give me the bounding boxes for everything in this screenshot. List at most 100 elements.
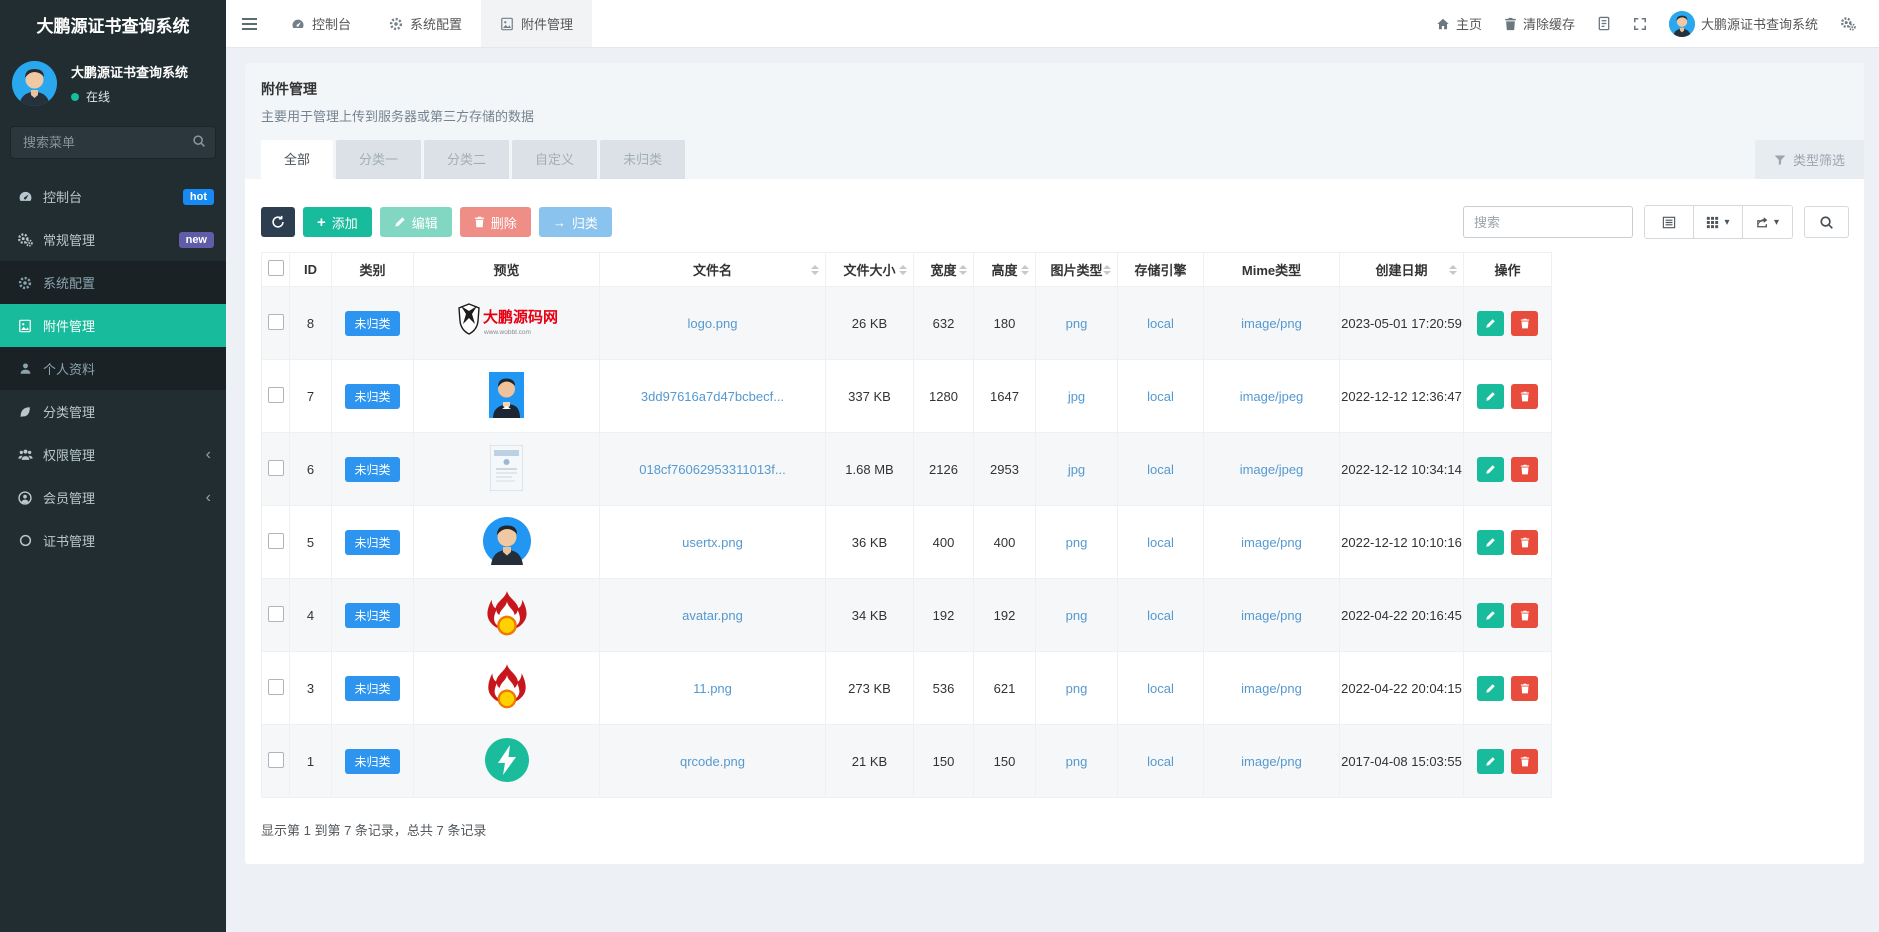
row-delete-button[interactable] [1511, 748, 1539, 774]
mime-link[interactable]: image/png [1241, 315, 1302, 331]
row-edit-button[interactable] [1476, 748, 1504, 774]
imagetype-link[interactable]: png [1065, 753, 1088, 769]
imagetype-link[interactable]: png [1065, 534, 1088, 550]
row-delete-button[interactable] [1511, 529, 1539, 555]
imagetype-link[interactable]: jpg [1067, 461, 1086, 477]
col-created[interactable]: 创建日期 [1339, 252, 1464, 287]
add-button[interactable]: + 添加 [303, 207, 372, 237]
row-delete-button[interactable] [1511, 602, 1539, 628]
row-edit-button[interactable] [1476, 310, 1504, 336]
sort-carets-icon[interactable] [1103, 264, 1111, 275]
filename-link[interactable]: 018cf76062953311013f... [639, 461, 786, 477]
row-delete-button[interactable] [1511, 675, 1539, 701]
mime-link[interactable]: image/png [1241, 534, 1302, 550]
refresh-button[interactable] [261, 207, 295, 237]
preview-image-certificate[interactable] [490, 444, 523, 491]
mime-link[interactable]: image/png [1241, 753, 1302, 769]
row-edit-button[interactable] [1476, 456, 1504, 482]
home-link[interactable]: 主页 [1425, 0, 1493, 48]
filename-link[interactable]: 11.png [693, 680, 732, 696]
row-delete-button[interactable] [1511, 310, 1539, 336]
row-delete-button[interactable] [1511, 383, 1539, 409]
mime-link[interactable]: image/jpeg [1239, 388, 1304, 404]
tab-category-two[interactable]: 分类二 [424, 140, 510, 179]
storage-link[interactable]: local [1147, 607, 1174, 623]
classify-button[interactable]: → 归类 [538, 207, 612, 237]
user-menu[interactable]: 大鹏源证书查询系统 [1658, 0, 1829, 48]
tab-unclassified[interactable]: 未归类 [600, 140, 686, 179]
row-checkbox[interactable] [267, 678, 284, 695]
preview-image-lightning-circle[interactable] [484, 737, 529, 782]
settings-menu-button[interactable] [1829, 0, 1867, 48]
row-checkbox[interactable] [267, 459, 284, 476]
export-dropdown-button[interactable]: ▾ [1743, 206, 1792, 238]
col-width[interactable]: 宽度 [913, 252, 974, 287]
sidebar-item-general-management[interactable]: 常规管理 new [0, 218, 226, 261]
filename-link[interactable]: qrcode.png [679, 753, 746, 769]
top-tab-system-config[interactable]: 系统配置 [370, 0, 481, 47]
sidebar-item-profile[interactable]: 个人资料 [0, 347, 226, 390]
tab-custom[interactable]: 自定义 [512, 140, 598, 179]
col-height[interactable]: 高度 [973, 252, 1036, 287]
storage-link[interactable]: local [1147, 315, 1174, 331]
sidebar-item-dashboard[interactable]: 控制台 hot [0, 175, 226, 218]
imagetype-link[interactable]: png [1065, 680, 1088, 696]
sort-carets-icon[interactable] [899, 264, 907, 275]
mime-link[interactable]: image/png [1241, 680, 1302, 696]
col-imagetype[interactable]: 图片类型 [1035, 252, 1118, 287]
table-search-input[interactable] [1463, 206, 1633, 238]
type-filter-button[interactable]: 类型筛选 [1754, 140, 1864, 179]
row-delete-button[interactable] [1511, 456, 1539, 482]
row-edit-button[interactable] [1476, 529, 1504, 555]
top-tab-attachment-management[interactable]: 附件管理 [481, 0, 593, 47]
preview-image-id-photo[interactable] [489, 371, 524, 418]
col-preview[interactable]: 预览 [413, 252, 600, 287]
row-edit-button[interactable] [1476, 675, 1504, 701]
sidebar-item-certificate-management[interactable]: 证书管理 [0, 519, 226, 562]
menu-search-input[interactable] [10, 126, 216, 159]
filename-link[interactable]: 3dd97616a7d47bcbecf... [640, 388, 785, 404]
sort-carets-icon[interactable] [1449, 264, 1457, 275]
imagetype-link[interactable]: png [1065, 607, 1088, 623]
select-all-checkbox[interactable] [267, 260, 284, 276]
check-updates-button[interactable] [1586, 0, 1622, 48]
row-checkbox[interactable] [267, 313, 284, 330]
storage-link[interactable]: local [1147, 534, 1174, 550]
preview-image-dapeng-logo[interactable]: 大鹏源码网 www.wobbt.com [456, 301, 558, 343]
sidebar-item-permission-management[interactable]: 权限管理 ‹ [0, 433, 226, 476]
row-edit-button[interactable] [1476, 383, 1504, 409]
row-checkbox[interactable] [267, 605, 284, 622]
user-avatar[interactable] [12, 61, 57, 106]
storage-link[interactable]: local [1147, 680, 1174, 696]
col-filename[interactable]: 文件名 [599, 252, 826, 287]
col-storage[interactable]: 存储引擎 [1117, 252, 1204, 287]
preview-image-blue-avatar[interactable] [482, 516, 531, 565]
columns-dropdown-button[interactable]: ▾ [1694, 206, 1743, 238]
sidebar-item-attachment-management[interactable]: 附件管理 [0, 304, 226, 347]
top-tab-dashboard[interactable]: 控制台 [272, 0, 370, 47]
storage-link[interactable]: local [1147, 461, 1174, 477]
filename-link[interactable]: avatar.png [682, 607, 743, 623]
sort-carets-icon[interactable] [1021, 264, 1029, 275]
imagetype-link[interactable]: jpg [1067, 388, 1086, 404]
fullscreen-toggle-button[interactable] [1622, 0, 1658, 48]
clear-cache-button[interactable]: 清除缓存 [1493, 0, 1586, 48]
filename-link[interactable]: usertx.png [682, 534, 743, 550]
detail-view-button[interactable] [1645, 206, 1694, 238]
storage-link[interactable]: local [1147, 388, 1174, 404]
edit-button[interactable]: 编辑 [379, 207, 452, 237]
row-checkbox[interactable] [267, 532, 284, 549]
tab-category-one[interactable]: 分类一 [336, 140, 422, 179]
filename-link[interactable]: logo.png [687, 315, 738, 331]
mime-link[interactable]: image/jpeg [1239, 461, 1304, 477]
sort-carets-icon[interactable] [959, 264, 967, 275]
mime-link[interactable]: image/png [1241, 607, 1302, 623]
row-edit-button[interactable] [1476, 602, 1504, 628]
sidebar-toggle-button[interactable] [226, 0, 272, 47]
sidebar-item-category-management[interactable]: 分类管理 [0, 390, 226, 433]
delete-button[interactable]: 删除 [459, 207, 531, 237]
advanced-search-button[interactable] [1804, 206, 1849, 238]
preview-image-flame-tall[interactable] [485, 662, 529, 712]
col-category[interactable]: 类别 [331, 252, 414, 287]
preview-image-flame[interactable] [484, 590, 530, 638]
